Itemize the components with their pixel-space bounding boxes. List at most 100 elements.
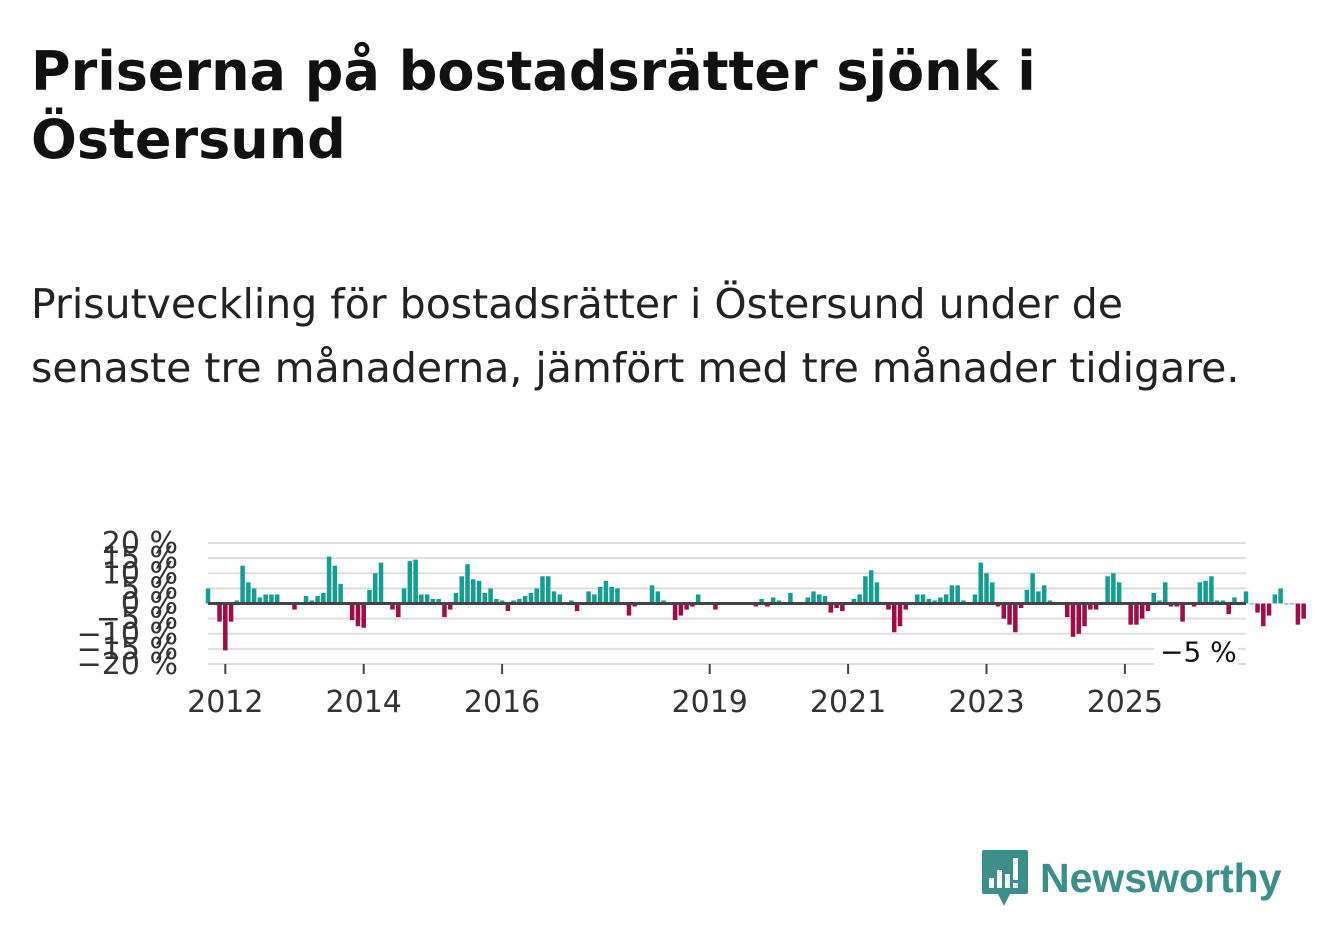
bar [891,603,897,633]
bar [442,603,447,618]
bar [840,603,845,612]
bar [1128,603,1133,625]
bar [851,598,857,604]
chart-title: Priserna på bostadsrätter sjönk i Östers… [31,40,1036,171]
axes [208,602,1246,674]
bar [1007,603,1012,625]
newsworthy-logo: Newsworthy [980,848,1282,908]
bar [465,564,470,604]
bar [1289,603,1295,605]
bar [597,586,603,604]
last-value-label-bg [1154,636,1238,670]
bar [1301,603,1306,619]
bar [1197,582,1203,604]
bar [828,603,834,613]
bar [1209,576,1214,604]
bar [672,603,678,621]
bar [1266,603,1272,616]
bar [378,562,384,604]
bar [1064,603,1070,618]
bar [978,562,983,604]
bar [430,598,436,604]
bar [257,597,263,604]
y-tick-label: 0 % [121,587,178,622]
bar [401,588,407,604]
bar [251,588,257,604]
bar [1272,594,1278,604]
bar [765,603,770,607]
bar [932,600,937,604]
bar [574,603,580,612]
bar [511,600,516,604]
bar [372,573,378,604]
bar [1163,582,1168,604]
x-tick-label: 2012 [187,685,263,720]
bar [1226,603,1231,615]
bar [1249,603,1255,605]
bar [995,603,1001,607]
bar [903,603,909,610]
bar [522,595,528,604]
bar [534,588,539,604]
bar [1111,573,1116,604]
y-tick-label: 5 % [121,571,178,606]
bar [1261,603,1266,627]
bar [1116,582,1122,604]
bar [453,592,459,604]
bar [326,556,332,604]
bar [811,591,816,604]
bar [857,594,862,604]
newsworthy-logo-text: Newsworthy [1040,854,1282,901]
bar [874,582,880,604]
bar [309,600,315,604]
x-tick-label: 2023 [948,685,1024,720]
bar [592,594,597,604]
bar [1203,580,1208,604]
bar [223,603,228,651]
bar [540,576,545,604]
chart-subtitle: Prisutveckling för bostadsrätter i Öster… [31,280,1240,392]
bar [655,591,661,604]
bar [436,598,441,604]
bar [1076,603,1082,634]
bar [897,603,903,627]
bar [1168,603,1174,607]
bar [361,603,366,628]
bar [805,597,810,604]
bar [972,594,978,604]
bar [332,565,338,604]
bar [459,576,464,604]
bar [1174,603,1180,607]
bar [471,579,476,604]
last-value-label: −5 % [1160,636,1237,669]
bar [990,582,995,604]
bar [424,594,430,604]
y-tick-label: 10 % [102,556,178,591]
bar [1157,600,1162,604]
bar [1030,573,1035,604]
bar [269,594,274,604]
bar [690,603,695,607]
y-tick-label: −20 % [77,647,178,682]
bar [984,573,989,604]
bar [926,598,932,604]
bar [661,600,666,604]
bar [1093,603,1099,610]
bar [834,603,839,609]
bar [1041,585,1047,604]
bar [1295,603,1301,625]
bar [217,603,222,622]
bar [1220,600,1226,604]
x-tick-label: 2019 [672,685,748,720]
bar [609,586,614,604]
bar [1082,603,1087,627]
bar [292,603,297,610]
bar [759,598,764,604]
y-tick-label: 20 % [102,526,178,561]
bar [1191,603,1197,607]
bar [476,580,482,604]
bar [303,595,309,604]
x-tick-label: 2025 [1087,685,1163,720]
bar-chart: −20 %−15 %−10 %−5 %0 %5 %10 %15 %20 %201… [77,526,1306,720]
bar [447,603,453,610]
